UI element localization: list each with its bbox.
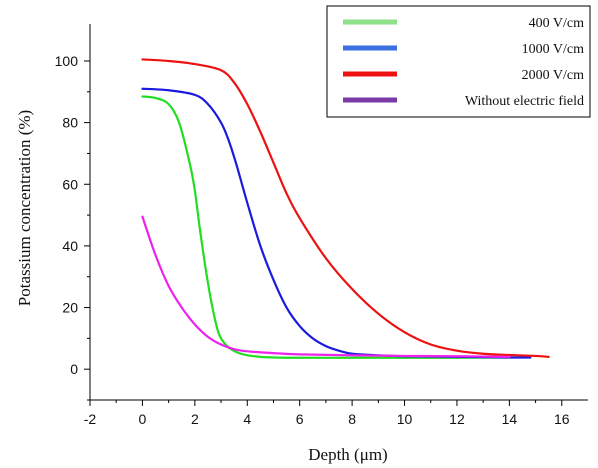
- x-tick-label: 2: [191, 411, 199, 427]
- x-tick-label: 0: [139, 411, 147, 427]
- y-axis-title: Potassium concentration (%): [15, 110, 34, 306]
- y-tick-label: 60: [62, 176, 78, 192]
- x-tick-label: -2: [84, 411, 97, 427]
- y-tick-label: 100: [55, 53, 79, 69]
- x-tick-label: 10: [397, 411, 413, 427]
- legend: 400 V/cm 1000 V/cm 2000 V/cm Without electr…: [326, 5, 591, 118]
- x-tick-label: 16: [554, 411, 570, 427]
- legend-label-2: 1000 V/cm: [522, 42, 584, 57]
- x-tick-label: 12: [449, 411, 465, 427]
- series-group: [141, 58, 550, 359]
- legend-label-1: 400 V/cm: [529, 16, 584, 31]
- y-tick-label: 0: [70, 361, 78, 377]
- y-tick-label: 80: [62, 115, 78, 131]
- series-line-2: [141, 87, 532, 359]
- x-tick-label: 8: [348, 411, 356, 427]
- x-tick-label: 14: [502, 411, 518, 427]
- y-tick-label: 40: [62, 238, 78, 254]
- y-tick-label: 20: [62, 300, 78, 316]
- series-line-4: [141, 215, 511, 358]
- legend-label-3: 2000 V/cm: [522, 68, 584, 83]
- axes: -2 0 2 4 6 8 10 12 14 16 0 20 40 60 80 100: [55, 24, 588, 427]
- series-line-1: [141, 95, 511, 359]
- x-tick-label: 6: [296, 411, 304, 427]
- legend-label-4: Without electric field: [465, 94, 584, 109]
- x-axis-title: Depth (μm): [308, 445, 387, 464]
- series-line-3: [141, 58, 550, 358]
- x-tick-label: 4: [243, 411, 251, 427]
